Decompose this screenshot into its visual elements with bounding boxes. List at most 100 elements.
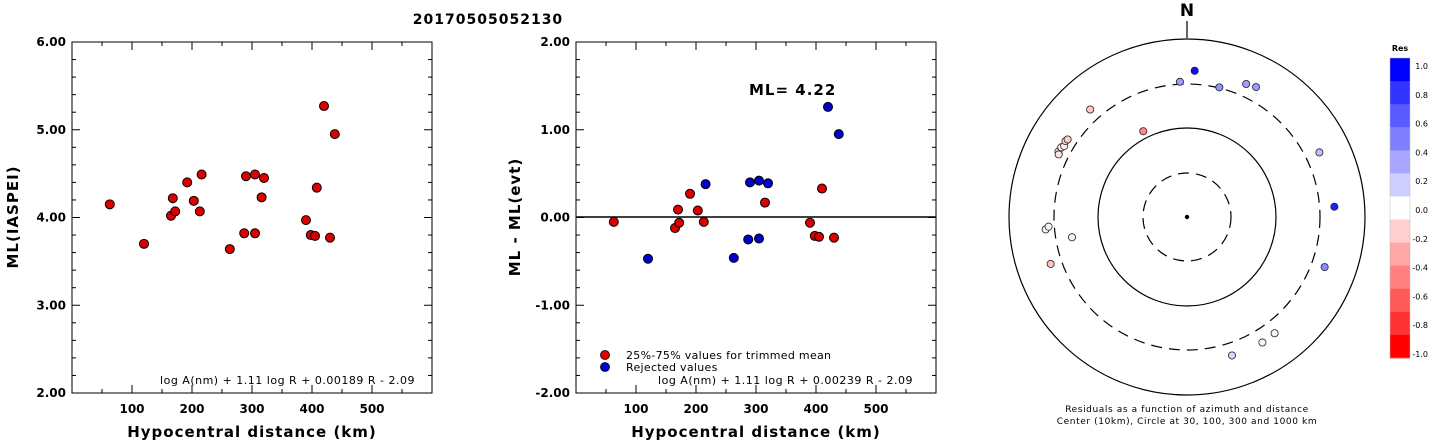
y-tick-labels: 2.00 3.00 4.00 5.00 6.00 xyxy=(36,35,432,400)
residual-colorbar: Res 1.0 0.8 0.6 0.4 0.2 0.0 -0.2 -0.4 -0.6 -0.8 -1… xyxy=(1389,44,1428,359)
station-point xyxy=(1270,329,1279,338)
x-tick-label: 100 xyxy=(119,402,144,416)
colorbar-tick-label: 0.6 xyxy=(1415,120,1428,129)
station-point xyxy=(1330,202,1339,211)
station-point xyxy=(1190,66,1199,75)
data-point xyxy=(194,206,205,217)
station-point xyxy=(1252,83,1261,92)
data-point xyxy=(743,234,754,245)
colorbar-tick-label: 0.2 xyxy=(1415,177,1428,186)
colorbar-swatch xyxy=(1390,104,1410,128)
data-point xyxy=(698,216,709,227)
station-point xyxy=(1068,233,1077,242)
ring-1000km xyxy=(1008,38,1366,396)
y-tick-label: 3.00 xyxy=(36,298,66,312)
data-point xyxy=(310,230,320,241)
station-point xyxy=(1086,105,1095,114)
ring-30km xyxy=(1142,172,1232,262)
data-points xyxy=(104,101,340,255)
colorbar-tick-label: 0.0 xyxy=(1415,206,1428,215)
colorbar-tick-label: 0.4 xyxy=(1415,148,1428,157)
colorbar-tick-label: 0.8 xyxy=(1415,91,1428,100)
data-point xyxy=(256,192,267,203)
data-point xyxy=(301,215,311,226)
station-point xyxy=(1258,338,1267,347)
colorbar-swatch xyxy=(1390,150,1410,174)
y-tick-label: 2.00 xyxy=(36,386,66,400)
data-point xyxy=(833,129,844,140)
data-point xyxy=(814,231,824,242)
caption-line-2: Center (10km), Circle at 30, 100, 300 an… xyxy=(1057,417,1317,427)
north-label: N xyxy=(1180,1,1194,21)
colorbar-swatch xyxy=(1390,334,1410,359)
legend-label-rejected: Rejected values xyxy=(626,361,718,374)
y-tick-label: 0.00 xyxy=(540,211,570,225)
station-points xyxy=(1041,66,1339,360)
colorbar-swatch xyxy=(1390,196,1410,221)
y-tick-labels: -2.00 -1.00 0.00 1.00 2.00 xyxy=(535,35,936,400)
x-axis-label: Hypocentral distance (km) xyxy=(127,423,377,441)
station-point xyxy=(1054,150,1063,159)
x-tick-label: 400 xyxy=(803,402,828,416)
x-tick-label: 500 xyxy=(359,402,384,416)
colorbar-title: Res xyxy=(1392,44,1409,53)
ring-100km xyxy=(1097,127,1277,307)
station-point xyxy=(1175,77,1184,86)
colorbar-tick-labels: 1.0 0.8 0.6 0.4 0.2 0.0 -0.2 -0.4 -0.6 -0.8 -1.0 xyxy=(1412,62,1428,359)
colorbar-tick-label: 1.0 xyxy=(1415,62,1428,71)
colorbar-tick-label: -0.4 xyxy=(1412,264,1428,273)
y-tick-label: 2.00 xyxy=(540,35,570,49)
data-point xyxy=(139,238,149,249)
data-point xyxy=(805,217,815,228)
center-marker xyxy=(1184,214,1190,220)
x-axis-label: Hypocentral distance (km) xyxy=(631,423,881,441)
data-point xyxy=(760,197,770,208)
formula-label: log A(nm) + 1.11 log R + 0.00189 R - 2.0… xyxy=(160,374,415,387)
colorbar-swatch xyxy=(1390,127,1410,151)
x-tick-label: 300 xyxy=(743,402,768,416)
data-point xyxy=(692,205,703,216)
ml-annotation: ML= 4.22 xyxy=(749,81,836,99)
colorbar-frame xyxy=(1389,57,1411,359)
legend: 25%-75% values for trimmed mean Rejected… xyxy=(600,349,831,374)
y-tick-label: 5.00 xyxy=(36,123,66,137)
data-point xyxy=(745,177,755,188)
data-points xyxy=(608,101,844,264)
formula-label: log A(nm) + 1.11 log R + 0.00239 R - 2.0… xyxy=(658,374,913,387)
data-point xyxy=(250,169,260,180)
colorbar-swatch xyxy=(1390,311,1410,336)
data-point xyxy=(182,177,193,188)
colorbar-swatch xyxy=(1390,219,1410,244)
data-point xyxy=(329,129,340,140)
colorbar-tick-label: -0.6 xyxy=(1412,292,1428,301)
data-point xyxy=(104,199,115,210)
y-axis-label: ML - ML(evt) xyxy=(506,158,524,276)
station-point xyxy=(1320,263,1329,272)
legend-marker-rejected xyxy=(600,362,610,372)
caption-line-1: Residuals as a function of azimuth and d… xyxy=(1065,405,1309,415)
data-point xyxy=(829,232,839,243)
data-point xyxy=(608,216,619,227)
colorbar-swatches xyxy=(1389,57,1411,359)
data-point xyxy=(259,173,269,184)
station-point xyxy=(1044,222,1053,231)
y-tick-label: 4.00 xyxy=(36,211,66,225)
x-tick-labels: 100 200 300 400 500 xyxy=(605,42,907,416)
data-point xyxy=(250,228,260,239)
data-point xyxy=(700,179,711,190)
data-point xyxy=(728,252,739,263)
data-point xyxy=(325,232,335,243)
colorbar-tick-label: -0.8 xyxy=(1412,321,1428,330)
x-tick-label: 400 xyxy=(299,402,324,416)
station-point xyxy=(1046,259,1055,268)
x-tick-label: 500 xyxy=(863,402,888,416)
data-point xyxy=(241,171,251,182)
data-point xyxy=(643,253,653,264)
station-point xyxy=(1215,83,1224,92)
colorbar-swatch xyxy=(1390,288,1410,313)
plot-frame xyxy=(71,41,433,394)
station-point xyxy=(1063,135,1072,144)
data-point xyxy=(170,206,181,217)
y-tick-label: -1.00 xyxy=(535,298,570,312)
